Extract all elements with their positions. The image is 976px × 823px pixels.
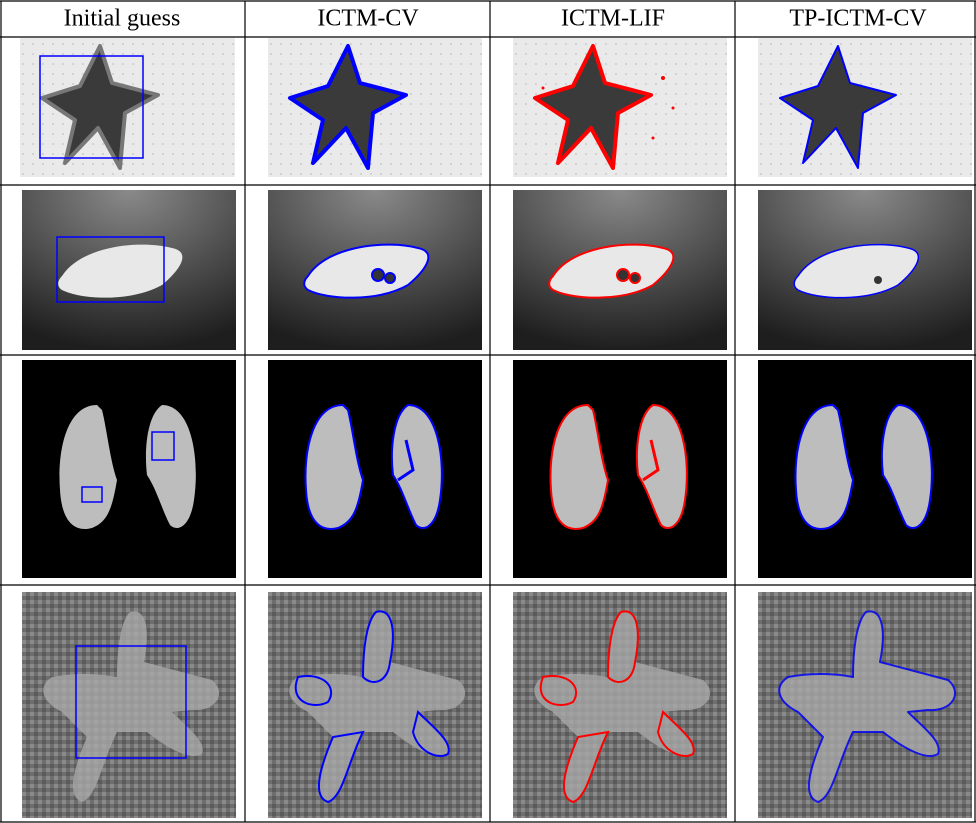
image xyxy=(513,360,727,578)
row-noisy-star xyxy=(22,592,972,818)
image xyxy=(758,38,972,177)
column-header: Initial guess xyxy=(64,6,181,32)
image xyxy=(20,38,235,177)
image xyxy=(513,38,727,177)
image xyxy=(758,360,972,578)
header-row: Initial guess ICTM-CV ICTM-LIF TP-ICTM-C… xyxy=(64,6,928,32)
image xyxy=(268,360,482,578)
image xyxy=(758,190,972,350)
row-leaf xyxy=(22,190,972,350)
image xyxy=(22,190,236,350)
column-header: ICTM-CV xyxy=(317,6,419,32)
image xyxy=(268,190,482,350)
column-header: ICTM-LIF xyxy=(561,6,665,32)
image xyxy=(268,592,482,818)
row-starfish xyxy=(20,38,972,177)
image xyxy=(513,592,727,818)
image xyxy=(268,38,482,177)
row-lungs xyxy=(22,360,972,578)
column-header: TP-ICTM-CV xyxy=(789,6,927,32)
image xyxy=(22,592,236,818)
image xyxy=(513,190,727,350)
image xyxy=(22,360,236,578)
image xyxy=(758,592,972,818)
